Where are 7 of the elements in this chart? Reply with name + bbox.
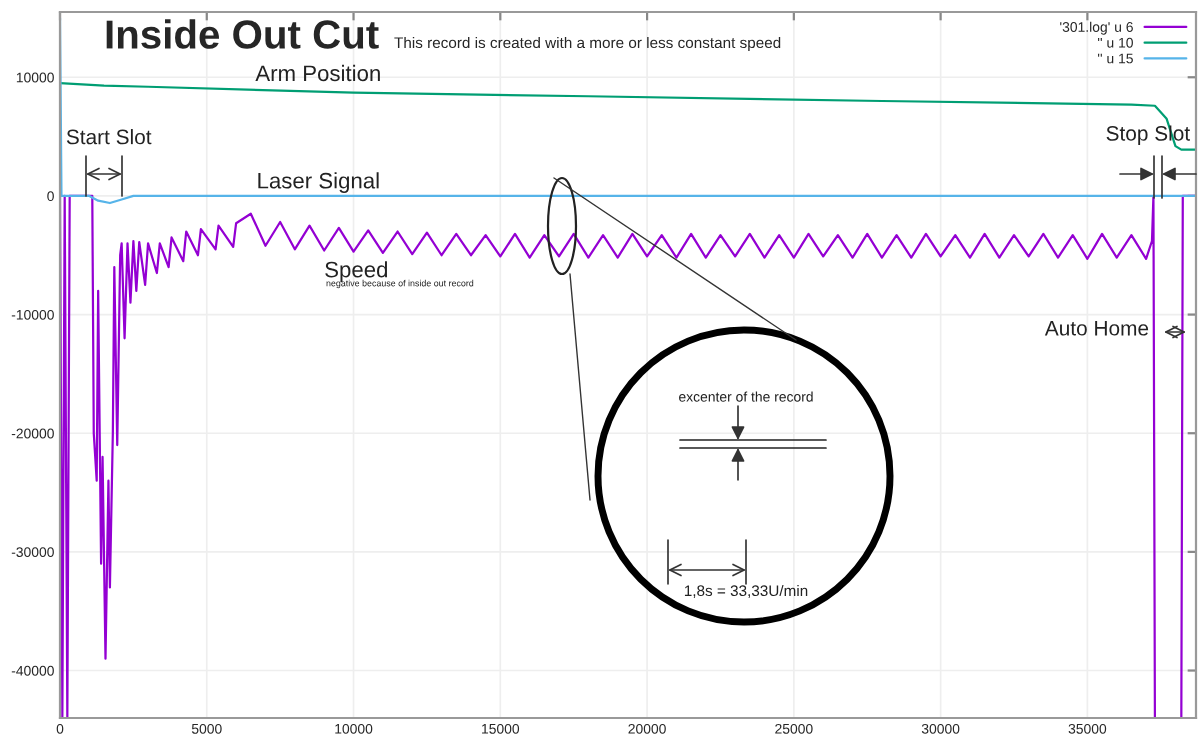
annotation: Speed <box>325 261 388 282</box>
annotation: Laser Signal <box>258 172 379 193</box>
annotation: Auto Home <box>1044 321 1149 336</box>
line-series <box>60 82 1196 151</box>
annotation: Start Slot <box>66 129 152 145</box>
chart-title: Inside Out Cut <box>106 19 379 49</box>
annotation: Arm Position <box>255 64 380 82</box>
